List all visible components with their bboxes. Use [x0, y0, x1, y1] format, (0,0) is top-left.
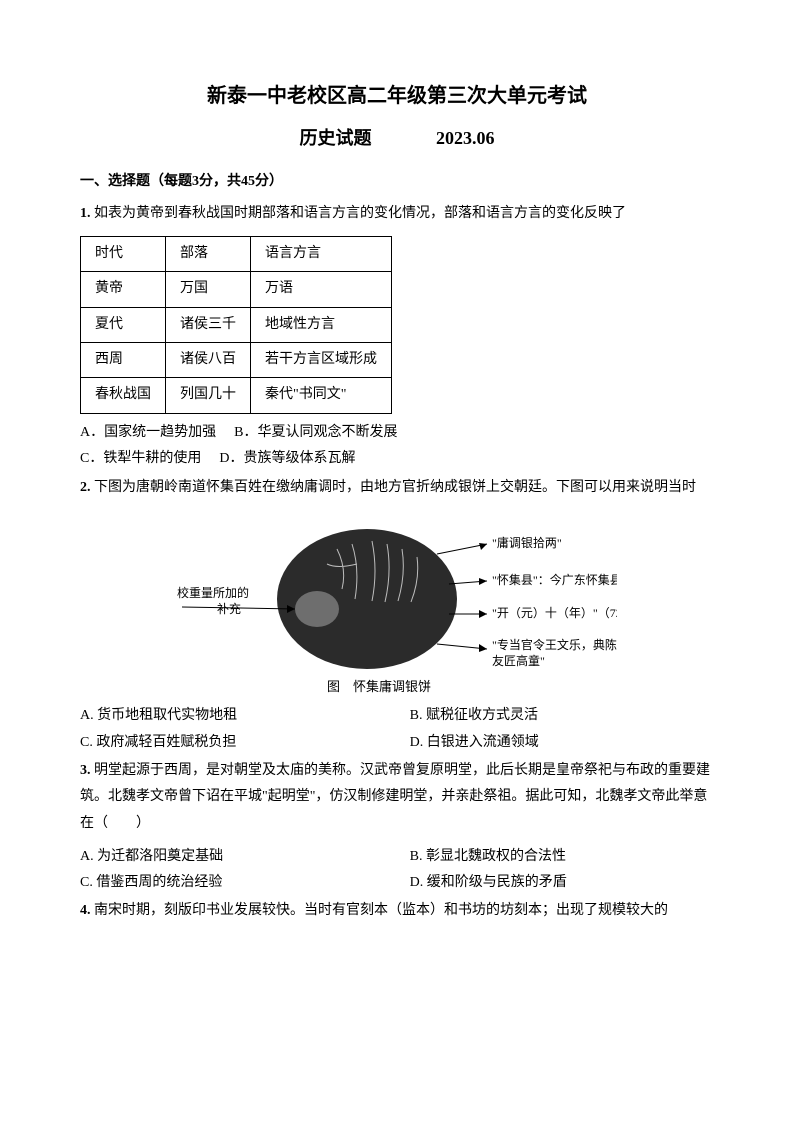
question-4: 4. 南宋时期，刻版印书业发展较快。当时有官刻本（监本）和书坊的坊刻本；出现了规…	[80, 898, 714, 925]
cell: 语言方言	[251, 236, 392, 271]
cell: 诸侯三千	[166, 307, 251, 342]
q1-options-cd: C．铁犁牛耕的使用 D．贵族等级体系瓦解	[80, 448, 714, 470]
cell: 秦代"书同文"	[251, 378, 392, 413]
option-a: A. 为迁都洛阳奠定基础	[80, 846, 410, 868]
cell: 黄帝	[81, 272, 166, 307]
exam-date: 2023.06	[436, 124, 495, 153]
coin-spot	[295, 591, 339, 627]
q2-options-ab: A. 货币地租取代实物地租 B. 赋税征收方式灵活	[80, 705, 714, 727]
table-row: 西周诸侯八百若干方言区域形成	[81, 342, 392, 377]
q3-text: 明堂起源于西周，是对朝堂及太庙的美称。汉武帝曾复原明堂，此后长期是皇帝祭祀与布政…	[80, 763, 710, 831]
q4-prefix: 4.	[80, 903, 91, 918]
option-c: C. 借鉴西周的统治经验	[80, 872, 410, 894]
option-d: D．贵族等级体系瓦解	[219, 448, 355, 470]
cell: 夏代	[81, 307, 166, 342]
section-header: 一、选择题（每题3分，共45分）	[80, 171, 714, 193]
option-b: B. 赋税征收方式灵活	[410, 705, 714, 727]
option-b: B. 彰显北魏政权的合法性	[410, 846, 714, 868]
cell: 西周	[81, 342, 166, 377]
question-2: 2. 下图为唐朝岭南道怀集百姓在缴纳庸调时，由地方官折纳成银饼上交朝廷。下图可以…	[80, 475, 714, 502]
cell: 列国几十	[166, 378, 251, 413]
arrowhead-r2	[479, 578, 487, 585]
arrowhead-r1	[479, 543, 487, 550]
option-c: C. 政府减轻百姓赋税负担	[80, 732, 410, 754]
option-d: D. 缓和阶级与民族的矛盾	[410, 872, 714, 894]
q3-prefix: 3.	[80, 763, 91, 778]
table-row: 夏代诸侯三千地域性方言	[81, 307, 392, 342]
cell: 万语	[251, 272, 392, 307]
q1-table: 时代部落语言方言 黄帝万国万语 夏代诸侯三千地域性方言 西周诸侯八百若干方言区域…	[80, 236, 392, 414]
question-1: 1. 如表为黄帝到春秋战国时期部落和语言方言的变化情况，部落和语言方言的变化反映…	[80, 201, 714, 228]
option-b: B．华夏认同观念不断发展	[234, 422, 397, 444]
arrowhead-r3	[479, 610, 487, 618]
page-title: 新泰一中老校区高二年级第三次大单元考试	[80, 80, 714, 112]
cell: 万国	[166, 272, 251, 307]
q1-options-ab: A．国家统一趋势加强 B．华夏认同观念不断发展	[80, 422, 714, 444]
q2-options-cd: C. 政府减轻百姓赋税负担 D. 白银进入流通领域	[80, 732, 714, 754]
q3-options-cd: C. 借鉴西周的统治经验 D. 缓和阶级与民族的矛盾	[80, 872, 714, 894]
q2-text: 下图为唐朝岭南道怀集百姓在缴纳庸调时，由地方官折纳成银饼上交朝廷。下图可以用来说…	[94, 480, 696, 495]
figure-left-label: 校重量所加的补充	[177, 585, 249, 616]
table-row: 黄帝万国万语	[81, 272, 392, 307]
q1-prefix: 1.	[80, 206, 91, 221]
q3-options-ab: A. 为迁都洛阳奠定基础 B. 彰显北魏政权的合法性	[80, 846, 714, 868]
option-a: A. 货币地租取代实物地租	[80, 705, 410, 727]
figure-r2-label: "怀集县"：今广东怀集县	[492, 572, 617, 587]
coin-diagram: 校重量所加的补充 "庸调银拾两" "怀集县"：今广东怀集县 "开（元）十（年）"…	[177, 509, 617, 699]
subject-label: 历史试题	[300, 124, 372, 153]
option-a: A．国家统一趋势加强	[80, 422, 216, 444]
cell: 若干方言区域形成	[251, 342, 392, 377]
cell: 部落	[166, 236, 251, 271]
cell: 地域性方言	[251, 307, 392, 342]
cell: 春秋战国	[81, 378, 166, 413]
q2-prefix: 2.	[80, 480, 91, 495]
question-3: 3. 明堂起源于西周，是对朝堂及太庙的美称。汉武帝曾复原明堂，此后长期是皇帝祭祀…	[80, 758, 714, 838]
arrowhead-r4	[479, 644, 487, 652]
q1-text: 如表为黄帝到春秋战国时期部落和语言方言的变化情况，部落和语言方言的变化反映了	[94, 206, 626, 221]
figure-r1-label: "庸调银拾两"	[492, 535, 562, 550]
option-d: D. 白银进入流通领域	[410, 732, 714, 754]
figure-caption: 图 怀集庸调银饼	[327, 679, 431, 694]
cell: 诸侯八百	[166, 342, 251, 377]
q2-figure: 校重量所加的补充 "庸调银拾两" "怀集县"：今广东怀集县 "开（元）十（年）"…	[80, 509, 714, 699]
figure-r4-label: "专当官令王文乐，典陈友匠高童"	[492, 637, 617, 668]
cell: 时代	[81, 236, 166, 271]
table-row: 时代部落语言方言	[81, 236, 392, 271]
figure-r3-label: "开（元）十（年）"（722）	[492, 606, 617, 620]
arrow-r1	[437, 544, 487, 554]
option-c: C．铁犁牛耕的使用	[80, 448, 201, 470]
page-subtitle: 历史试题 2023.06	[80, 124, 714, 153]
table-row: 春秋战国列国几十秦代"书同文"	[81, 378, 392, 413]
q4-text: 南宋时期，刻版印书业发展较快。当时有官刻本（监本）和书坊的坊刻本；出现了规模较大…	[94, 903, 668, 918]
